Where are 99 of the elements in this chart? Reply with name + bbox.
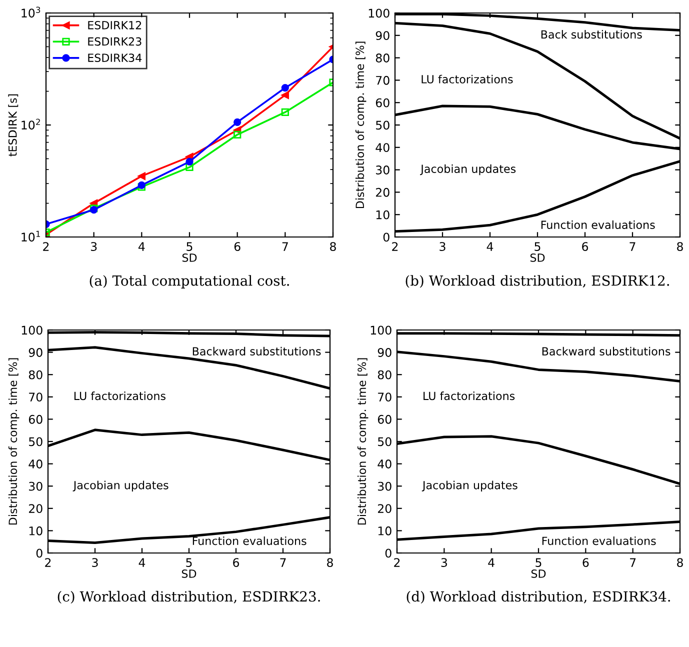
x-axis-title: SD: [182, 253, 197, 262]
y-tick-label: 0: [385, 548, 392, 558]
x-tick-label: 6: [582, 242, 588, 251]
x-tick-label: 8: [330, 242, 336, 251]
x-tick-label: 4: [138, 558, 146, 567]
y-tick-label: 90: [28, 348, 42, 357]
annotation: Jacobian updates: [420, 164, 516, 176]
x-tick-label: 2: [43, 242, 49, 251]
x-tick-label: 4: [486, 242, 494, 251]
y-axis-title: Distribution of comp. time [%]: [355, 42, 366, 208]
y-tick-label: 80: [378, 370, 392, 380]
x-tick-label: 8: [677, 558, 683, 567]
annotation: Jacobian updates: [72, 480, 168, 492]
y-tick-label: 10: [29, 526, 42, 536]
y-tick-label: 10$^{1}$: [22, 230, 40, 242]
y-tick-label: 70: [378, 392, 392, 402]
point: [234, 130, 242, 138]
text: (d) Workload distribution, ESDIRK34.: [406, 590, 670, 604]
y-tick-label: 90: [376, 31, 390, 40]
y-tick-label: 20: [378, 504, 392, 514]
point: [138, 172, 146, 180]
x-tick-label: 2: [394, 558, 400, 567]
annotation: LU factorizations: [424, 392, 515, 400]
annotation: Function evaluations: [192, 536, 306, 546]
x-tick-label: 6: [234, 242, 240, 251]
y-tick-label: 0: [36, 548, 42, 558]
x-tick-label: 3: [92, 558, 98, 567]
point: [281, 84, 289, 92]
x-tick-label: 3: [441, 558, 447, 567]
x-tick-label: 7: [630, 242, 636, 251]
y-tick-label: 80: [376, 54, 390, 62]
y-tick-label: 30: [29, 482, 42, 491]
x-tick-label: 5: [186, 558, 192, 567]
annotation: Function evaluations: [542, 536, 656, 546]
y-axis-title: Distribution of comp. time [%]: [357, 358, 368, 525]
y-tick-label: 10$^{3}$: [22, 6, 40, 18]
text: (c) Workload distribution, ESDIRK23.: [58, 590, 320, 604]
point: [186, 158, 194, 166]
annotation: Backward substitutions: [542, 346, 670, 356]
y-tick-label: 100: [22, 326, 42, 335]
x-tick-label: 6: [582, 558, 589, 567]
x-axis-title: SD: [531, 569, 546, 578]
y-tick-label: 60: [28, 414, 42, 424]
text: (b) Workload distribution, ESDIRK12.: [406, 275, 669, 288]
y-tick-label: 40: [376, 143, 390, 152]
text: (a) Total computational cost.: [90, 275, 289, 289]
x-axis-title: SD: [182, 569, 196, 578]
y-tick-label: 100: [368, 8, 390, 18]
y-tick-label: 90: [378, 348, 392, 357]
x-tick-label: 6: [233, 558, 240, 567]
y-tick-label: 60: [376, 98, 390, 108]
y-tick-label: 30: [378, 482, 392, 491]
annotation: LU factorizations: [422, 74, 513, 84]
legend-label: ESDIRK34: [88, 54, 142, 62]
annotation: LU factorizations: [74, 392, 166, 400]
y-tick-label: 70: [29, 392, 42, 402]
point: [281, 108, 289, 116]
point: [281, 91, 289, 99]
annotation: Jacobian updates: [422, 480, 518, 492]
x-tick-label: 4: [138, 242, 145, 251]
y-tick-label: 10: [378, 526, 392, 536]
x-axis-title: SD: [530, 253, 545, 262]
y-tick-label: 50: [29, 437, 42, 446]
x-tick-label: 7: [282, 242, 288, 251]
y-tick-label: 0: [383, 232, 390, 242]
point: [186, 163, 194, 172]
x-tick-label: 2: [45, 558, 51, 567]
y-tick-label: 80: [28, 370, 42, 380]
x-tick-label: 8: [677, 242, 683, 251]
y-tick-label: 30: [376, 166, 390, 174]
x-tick-label: 8: [327, 558, 333, 567]
legend-label: ESDIRK12: [88, 20, 142, 30]
annotation: Back substitutions: [541, 30, 642, 39]
x-tick-label: 7: [280, 558, 286, 567]
x-tick-label: 3: [440, 242, 446, 251]
y-tick-label: 50: [378, 437, 392, 446]
x-tick-label: 7: [630, 558, 636, 567]
y-tick-label: 50: [376, 120, 390, 130]
y-tick-label: 20: [28, 504, 42, 514]
y-tick-label: 100: [370, 326, 392, 335]
y-tick-label: 60: [378, 414, 392, 424]
y-axis-title: tESDIRK [s]: [8, 94, 18, 156]
point: [234, 118, 242, 126]
annotation: Function evaluations: [541, 220, 655, 230]
y-tick-label: 10: [376, 210, 390, 220]
x-tick-label: 3: [90, 242, 97, 251]
y-tick-label: 20: [376, 188, 390, 197]
annotation: Backward substitutions: [192, 346, 321, 356]
y-tick-label: 40: [378, 460, 392, 468]
x-tick-label: 4: [488, 558, 494, 567]
y-tick-label: 70: [376, 76, 390, 85]
legend-label: ESDIRK23: [88, 37, 142, 46]
y-axis-title: Distribution of comp. time [%]: [8, 358, 20, 525]
x-tick-label: 5: [536, 558, 542, 567]
x-tick-label: 5: [186, 242, 192, 251]
x-tick-label: 5: [534, 242, 540, 251]
x-tick-label: 2: [392, 242, 398, 251]
y-tick-label: 40: [28, 460, 42, 468]
y-tick-label: 10$^{2}$: [22, 118, 40, 130]
